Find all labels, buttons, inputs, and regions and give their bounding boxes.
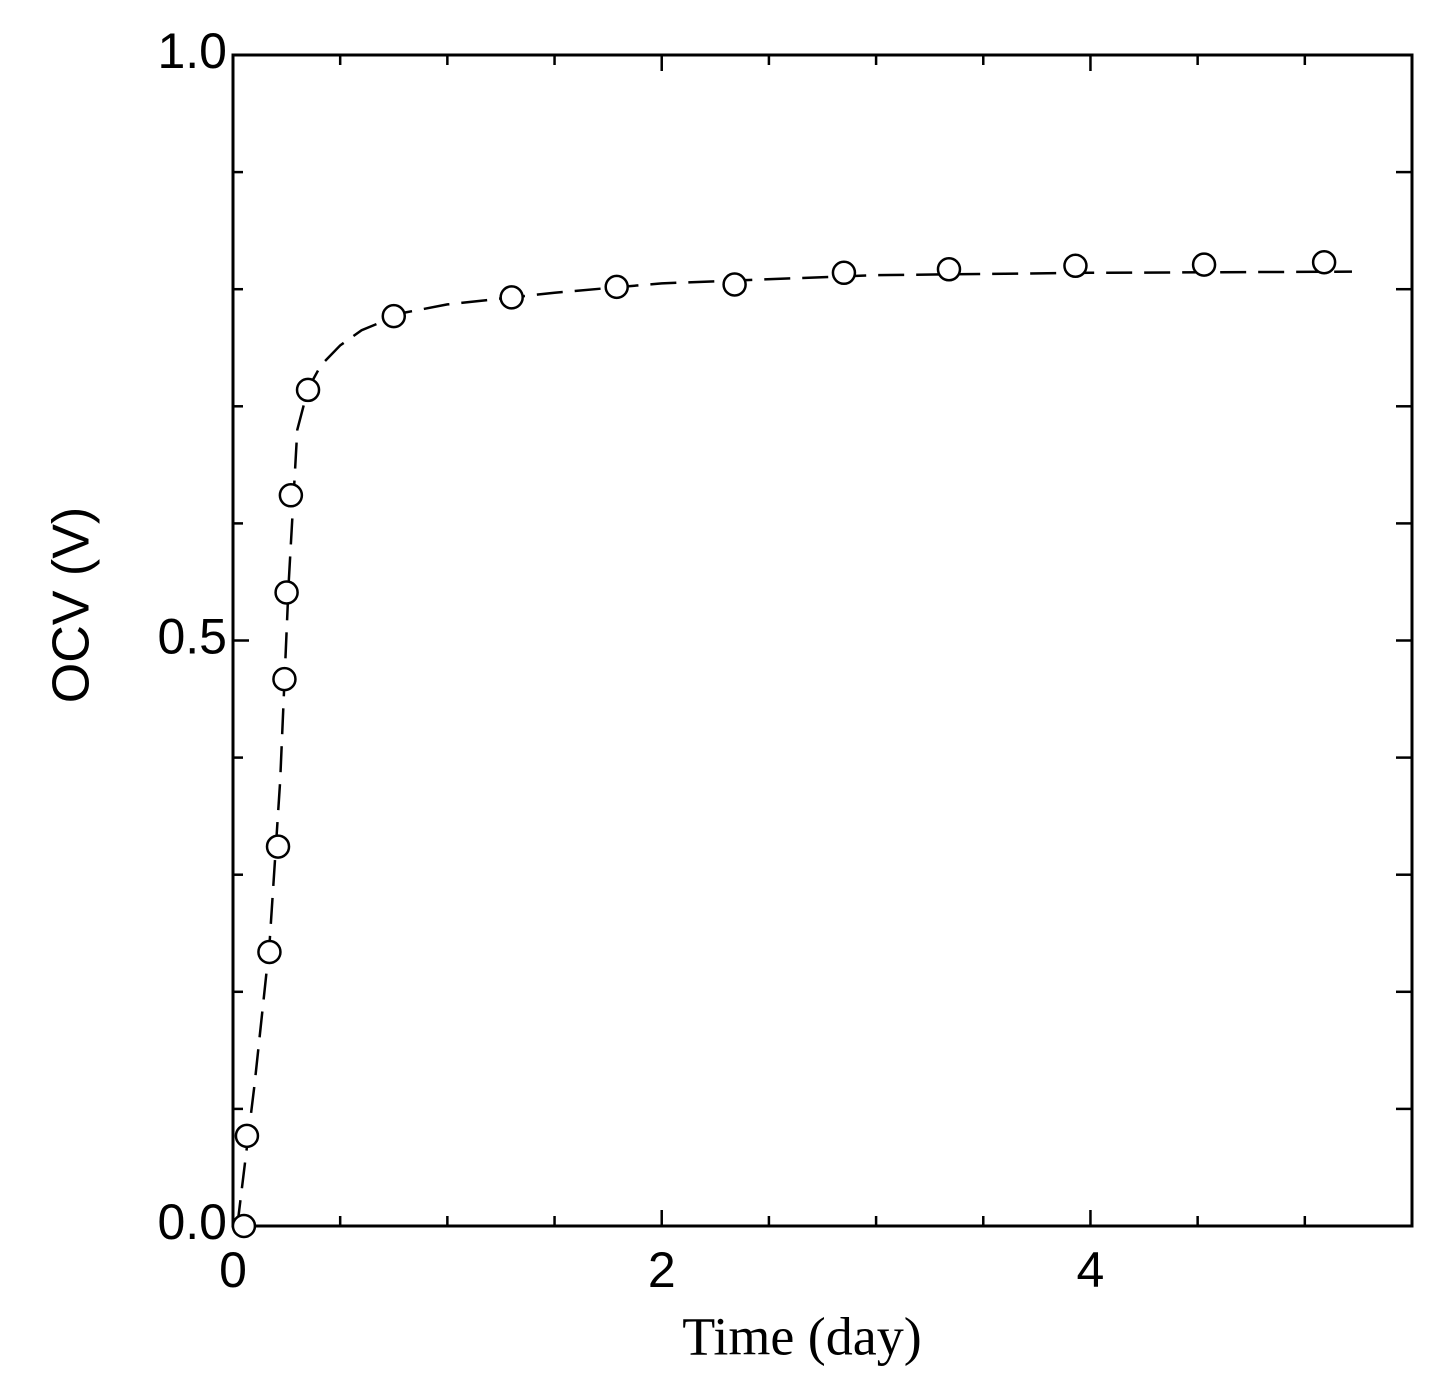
data-point: [1191, 252, 1217, 277]
data-point: [274, 580, 299, 605]
data-point: [1063, 253, 1088, 279]
data-point: [295, 377, 321, 403]
x-tick-label: 0: [219, 1242, 247, 1298]
data-point: [1311, 250, 1337, 275]
data-point: [265, 834, 291, 859]
data-point: [722, 272, 747, 297]
data-point: [381, 303, 407, 329]
data-point: [499, 285, 524, 310]
data-point: [257, 939, 282, 965]
x-axis-label: Time (day): [682, 1306, 922, 1366]
plot-frame: [231, 53, 1414, 1228]
data-point: [831, 260, 857, 286]
fit-line: [236, 270, 1352, 1227]
data-point: [234, 1123, 260, 1149]
data-point: [231, 1213, 257, 1239]
x-tick-label: 2: [648, 1242, 676, 1298]
x-tick-label: 4: [1077, 1242, 1105, 1298]
y-tick-label: 0.5: [157, 609, 227, 665]
data-point: [604, 274, 629, 300]
data-point: [936, 257, 962, 282]
data-point: [278, 483, 304, 508]
y-axis-label: OCV (V): [43, 507, 101, 703]
y-tick-label: 1.0: [157, 23, 227, 79]
data-point: [272, 666, 297, 692]
y-tick-label: 0.0: [157, 1194, 227, 1250]
